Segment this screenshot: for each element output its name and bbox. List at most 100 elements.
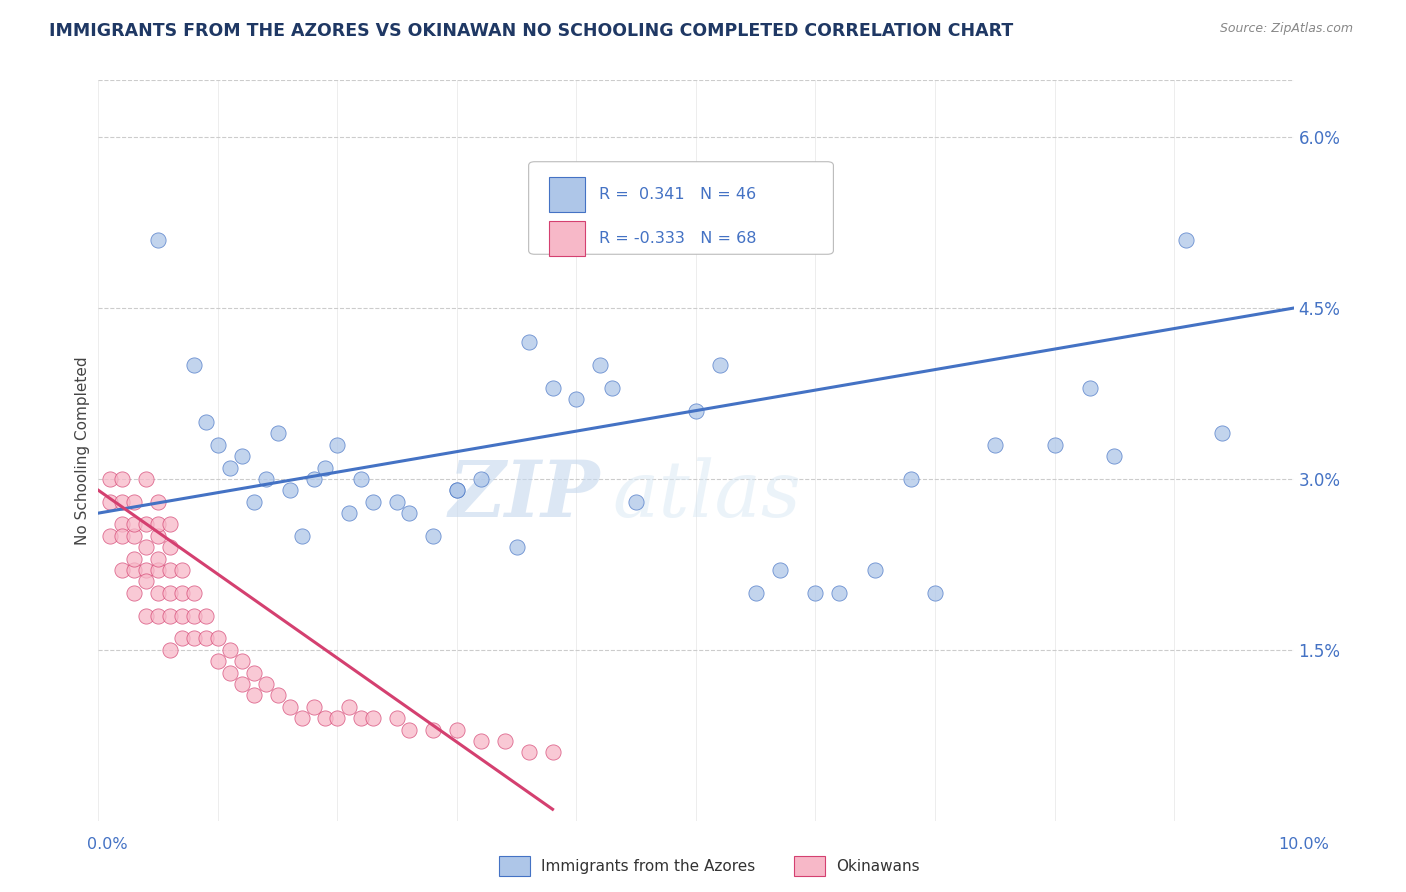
Point	[159, 563, 181, 577]
Point	[278, 483, 301, 498]
Point	[148, 517, 170, 532]
Point	[243, 494, 266, 508]
Point	[517, 335, 540, 350]
Point	[111, 472, 134, 486]
Point	[565, 392, 588, 407]
Point	[195, 608, 218, 623]
Point	[326, 711, 349, 725]
Point	[589, 358, 612, 372]
Point	[148, 494, 170, 508]
Point	[148, 563, 170, 577]
FancyBboxPatch shape	[529, 161, 834, 254]
Point	[302, 699, 325, 714]
Point	[111, 494, 134, 508]
Point	[315, 711, 337, 725]
Point	[602, 381, 624, 395]
Point	[159, 608, 181, 623]
Point	[398, 506, 420, 520]
Point	[422, 529, 444, 543]
Point	[183, 358, 205, 372]
Point	[124, 563, 146, 577]
Point	[172, 608, 194, 623]
Point	[1175, 233, 1198, 247]
Point	[363, 711, 385, 725]
Point	[207, 438, 229, 452]
Point	[183, 586, 205, 600]
Text: Source: ZipAtlas.com: Source: ZipAtlas.com	[1219, 22, 1353, 36]
Point	[207, 632, 229, 646]
Point	[183, 608, 205, 623]
Point	[385, 494, 409, 508]
Point	[243, 689, 266, 703]
Point	[339, 699, 361, 714]
Point	[517, 745, 540, 759]
Point	[135, 608, 157, 623]
Point	[98, 494, 122, 508]
Point	[219, 665, 242, 680]
Point	[98, 529, 122, 543]
Point	[398, 723, 420, 737]
Point	[769, 563, 792, 577]
Point	[446, 483, 468, 498]
Point	[446, 483, 468, 498]
Point	[315, 460, 337, 475]
Point	[219, 460, 242, 475]
Text: atlas: atlas	[613, 457, 801, 533]
Point	[302, 472, 325, 486]
Point	[470, 472, 492, 486]
Point	[254, 472, 277, 486]
Point	[124, 494, 146, 508]
Text: Immigrants from the Azores: Immigrants from the Azores	[541, 859, 755, 873]
Point	[291, 529, 314, 543]
Point	[541, 381, 564, 395]
Point	[709, 358, 731, 372]
Text: IMMIGRANTS FROM THE AZORES VS OKINAWAN NO SCHOOLING COMPLETED CORRELATION CHART: IMMIGRANTS FROM THE AZORES VS OKINAWAN N…	[49, 22, 1014, 40]
Point	[446, 723, 468, 737]
Point	[350, 711, 373, 725]
Point	[159, 586, 181, 600]
Point	[195, 415, 218, 429]
Text: R =  0.341   N = 46: R = 0.341 N = 46	[599, 186, 756, 202]
Point	[148, 233, 170, 247]
Point	[135, 574, 157, 589]
Point	[924, 586, 946, 600]
Point	[254, 677, 277, 691]
Point	[135, 563, 157, 577]
Point	[984, 438, 1007, 452]
Point	[195, 632, 218, 646]
Point	[267, 426, 290, 441]
Point	[494, 734, 516, 748]
Point	[124, 529, 146, 543]
Point	[231, 677, 253, 691]
Bar	[548, 221, 585, 257]
Point	[135, 472, 157, 486]
Point	[243, 665, 266, 680]
Point	[828, 586, 851, 600]
Point	[111, 563, 134, 577]
Point	[900, 472, 922, 486]
Point	[363, 494, 385, 508]
Point	[661, 176, 683, 190]
Text: Okinawans: Okinawans	[837, 859, 920, 873]
Point	[865, 563, 887, 577]
Point	[350, 472, 373, 486]
Point	[506, 541, 529, 555]
Point	[326, 438, 349, 452]
Point	[98, 472, 122, 486]
Point	[685, 403, 707, 417]
Point	[135, 541, 157, 555]
Point	[159, 642, 181, 657]
Point	[148, 586, 170, 600]
Point	[541, 745, 564, 759]
Point	[1043, 438, 1066, 452]
Point	[111, 517, 134, 532]
Point	[159, 517, 181, 532]
Point	[124, 551, 146, 566]
Text: 0.0%: 0.0%	[87, 838, 128, 852]
Text: R = -0.333   N = 68: R = -0.333 N = 68	[599, 231, 756, 246]
Point	[124, 517, 146, 532]
Point	[291, 711, 314, 725]
Point	[804, 586, 827, 600]
Point	[745, 586, 768, 600]
Point	[1104, 449, 1126, 463]
